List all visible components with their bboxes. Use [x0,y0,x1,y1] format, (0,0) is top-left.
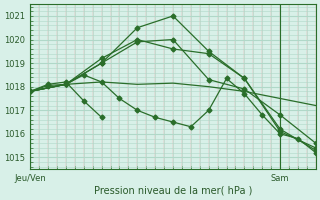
X-axis label: Pression niveau de la mer( hPa ): Pression niveau de la mer( hPa ) [94,186,252,196]
